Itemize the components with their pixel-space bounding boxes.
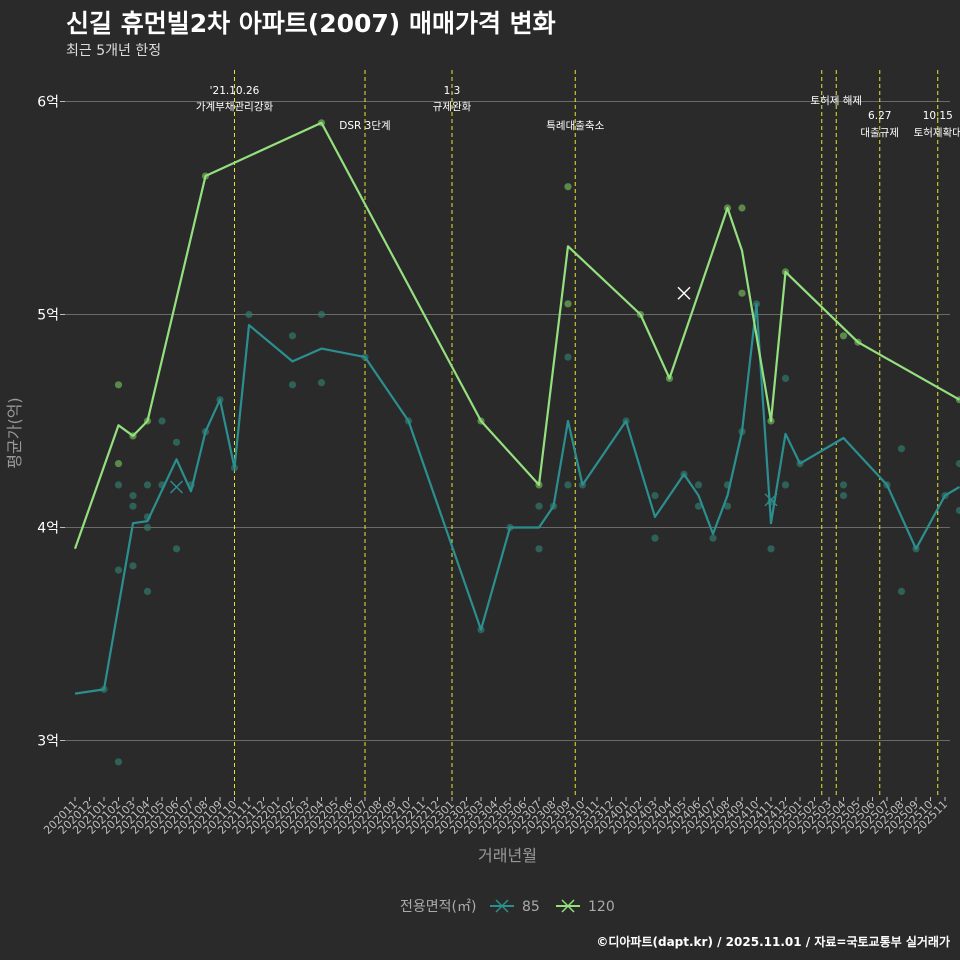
event-annotation: DSR 3단계 bbox=[339, 120, 390, 132]
data-point bbox=[781, 374, 790, 382]
series-line-85 bbox=[74, 302, 960, 695]
data-point bbox=[781, 481, 790, 489]
legend-label: 85 bbox=[522, 899, 540, 915]
cross-stroke bbox=[764, 493, 778, 507]
axes: 3억4억5억6억20201120201220210120210220210320… bbox=[5, 95, 950, 866]
legend-cross bbox=[561, 899, 575, 913]
chart-title: 신길 휴먼빌2차 아파트(2007) 매매가격 변화 bbox=[66, 9, 556, 38]
data-point bbox=[738, 204, 746, 212]
legend-item-120: 120 bbox=[556, 899, 615, 915]
legend: 전용면적(㎡) 85 120 bbox=[400, 899, 615, 915]
data-point bbox=[839, 491, 848, 500]
data-point bbox=[839, 332, 848, 340]
data-point bbox=[129, 502, 137, 510]
y-tick-label: 5억 bbox=[37, 308, 59, 324]
source-caption: ©디아파트(dapt.kr) / 2025.11.01 / 자료=국토교통부 실… bbox=[596, 935, 950, 949]
data-point bbox=[129, 491, 137, 500]
data-point bbox=[143, 523, 152, 532]
data-point bbox=[564, 353, 572, 361]
gridlines bbox=[65, 101, 950, 741]
series-layer bbox=[73, 119, 960, 766]
data-point bbox=[535, 502, 543, 510]
data-point bbox=[767, 545, 775, 553]
data-point bbox=[535, 545, 543, 553]
x-axis-title: 거래년월 bbox=[478, 846, 537, 865]
data-point bbox=[317, 379, 326, 387]
data-point bbox=[651, 534, 659, 542]
y-tick-label: 3억 bbox=[37, 734, 59, 750]
data-point bbox=[897, 587, 906, 596]
y-tick-label: 6억 bbox=[37, 95, 59, 111]
y-tick-label: 4억 bbox=[37, 521, 59, 537]
data-point bbox=[694, 481, 703, 489]
data-point bbox=[564, 183, 572, 191]
event-annotation: 대출규제 bbox=[860, 127, 899, 139]
event-annotation: 토허제확대 bbox=[914, 126, 960, 139]
cross-stroke bbox=[170, 480, 183, 494]
cross-stroke bbox=[677, 286, 691, 300]
data-point bbox=[143, 587, 152, 596]
legend-item-85: 85 bbox=[490, 899, 540, 915]
cross-marker bbox=[764, 493, 778, 507]
data-point bbox=[129, 562, 137, 570]
event-annotation: 특례대출축소 bbox=[546, 120, 604, 132]
data-point bbox=[564, 300, 572, 308]
data-point bbox=[288, 381, 297, 389]
event-annotation: 규제완화 bbox=[433, 100, 472, 113]
data-point bbox=[651, 491, 659, 500]
event-annotation: '21.10.26 bbox=[210, 85, 260, 97]
data-point bbox=[114, 566, 123, 574]
data-point bbox=[288, 332, 297, 340]
data-point bbox=[114, 481, 123, 489]
data-point bbox=[114, 381, 123, 389]
series-120 bbox=[73, 119, 960, 550]
event-annotation: 10.15 bbox=[923, 110, 953, 122]
series-line-120 bbox=[73, 121, 960, 550]
data-point bbox=[317, 310, 326, 319]
data-point bbox=[114, 758, 123, 766]
legend-label: 120 bbox=[588, 899, 615, 915]
legend-cross bbox=[495, 899, 509, 913]
data-point bbox=[245, 310, 253, 319]
data-point bbox=[564, 481, 572, 489]
data-point bbox=[172, 438, 181, 446]
legend-title: 전용면적(㎡) bbox=[400, 899, 476, 915]
data-point bbox=[955, 460, 960, 468]
series-85 bbox=[74, 300, 960, 766]
data-point bbox=[143, 481, 152, 489]
data-point bbox=[114, 460, 123, 468]
data-point bbox=[158, 417, 166, 425]
data-point bbox=[694, 502, 703, 510]
cross-marker bbox=[170, 480, 183, 494]
cross-marker bbox=[677, 286, 691, 300]
data-point bbox=[723, 502, 732, 510]
data-point bbox=[955, 506, 960, 515]
data-point bbox=[709, 534, 717, 542]
y-axis-title: 평균가(억) bbox=[5, 397, 24, 468]
event-annotation: 토허제 해제 bbox=[810, 94, 862, 107]
data-point bbox=[897, 445, 906, 453]
event-annotation: 6.27 bbox=[868, 110, 891, 122]
chart-subtitle: 최근 5개년 한정 bbox=[66, 43, 162, 59]
data-point bbox=[738, 289, 746, 297]
data-point bbox=[172, 545, 181, 553]
event-annotation: 가계부채관리강화 bbox=[196, 101, 274, 113]
event-annotation: 1.3 bbox=[444, 85, 461, 97]
data-point bbox=[839, 481, 848, 489]
